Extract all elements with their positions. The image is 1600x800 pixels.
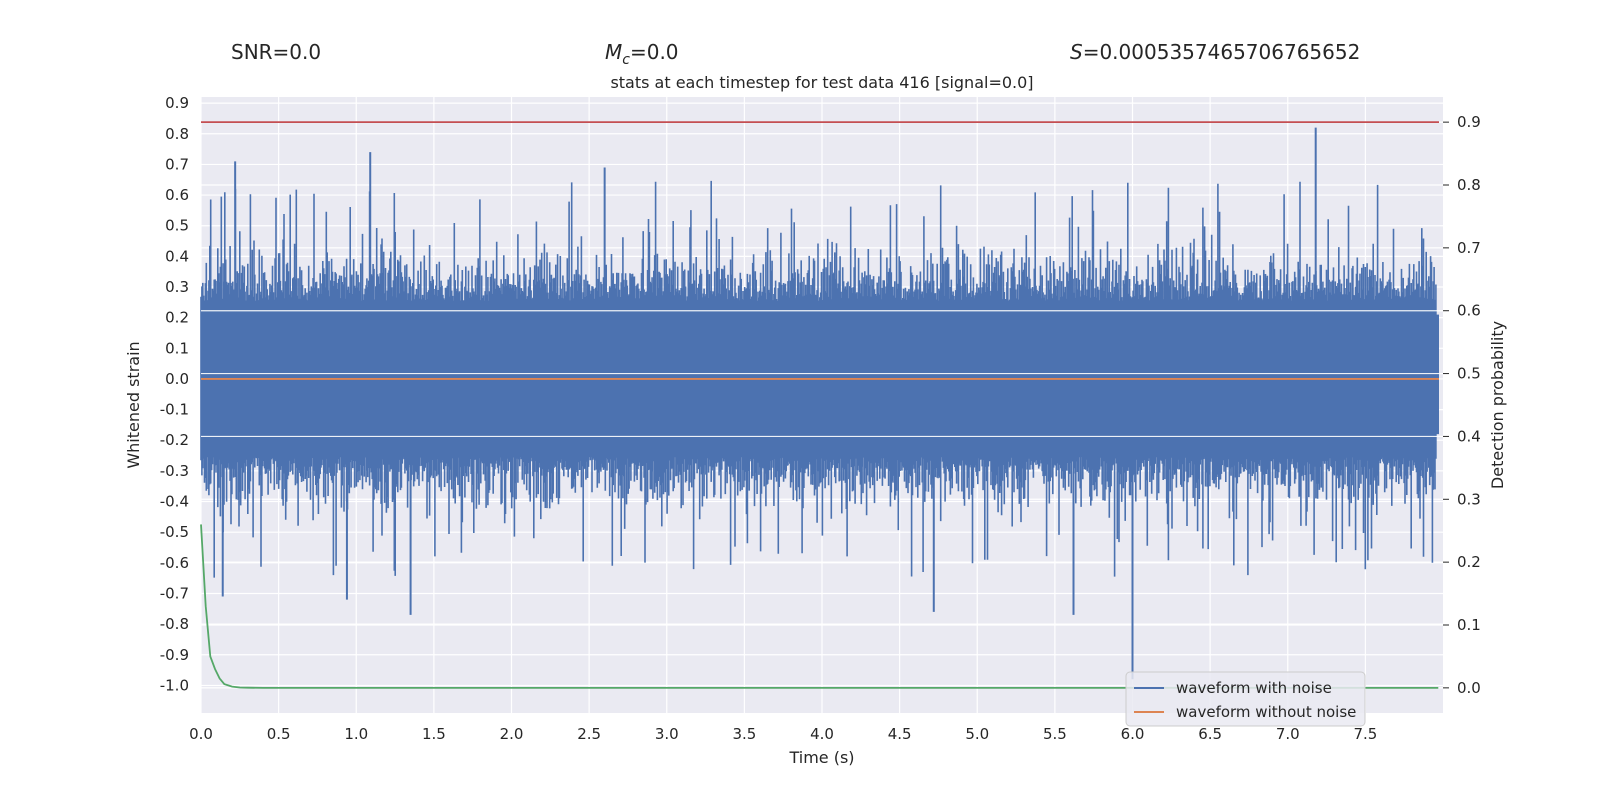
statistic-label: S=0.0005357465706765652	[1070, 40, 1360, 64]
y-tick-label: 0.0	[165, 370, 189, 388]
chirp-mass-value: =0.0	[629, 40, 679, 64]
y-tick-label: -0.6	[160, 554, 189, 572]
statistic-value: =0.0005357465706765652	[1082, 40, 1361, 64]
y-tick-label: 0.1	[165, 339, 189, 357]
right-y-tick-label: 0.1	[1457, 616, 1481, 634]
chirp-mass-subscript: c	[622, 52, 630, 68]
y-tick-label: -0.7	[160, 584, 189, 602]
x-tick-label: 2.0	[500, 725, 524, 743]
x-tick-label: 5.5	[1043, 725, 1067, 743]
y-tick-label: -0.2	[160, 431, 189, 449]
x-tick-label: 0.0	[189, 725, 213, 743]
x-tick-label: 7.5	[1353, 725, 1377, 743]
legend-box	[1125, 671, 1366, 727]
x-tick-label: 2.5	[577, 725, 601, 743]
y-tick-label: -0.5	[160, 523, 189, 541]
right-y-tick-label: 0.5	[1457, 365, 1481, 383]
noisy-waveform-core	[201, 314, 1439, 435]
y-axis-label: Whitened strain	[124, 341, 143, 468]
legend-entry-clean: waveform without noise	[1176, 703, 1356, 721]
x-axis-label: Time (s)	[788, 748, 854, 767]
x-tick-label: 7.0	[1276, 725, 1300, 743]
right-y-tick-label: 0.4	[1457, 427, 1481, 445]
y-tick-label: -0.4	[160, 493, 189, 511]
right-y-tick-label: 0.8	[1457, 176, 1481, 194]
x-tick-label: 1.5	[422, 725, 446, 743]
y-tick-label: -0.9	[160, 646, 189, 664]
statistic-symbol: S	[1070, 40, 1083, 64]
y-tick-label: 0.9	[165, 94, 189, 112]
chirp-mass-label: Mc=0.0	[605, 40, 679, 68]
x-tick-label: 0.5	[267, 725, 291, 743]
legend: waveform with noise waveform without noi…	[1125, 671, 1366, 727]
y-tick-label: 0.2	[165, 309, 189, 327]
x-tick-label: 4.0	[810, 725, 834, 743]
y-tick-label: 0.4	[165, 247, 189, 265]
detection-probability-line	[200, 524, 1439, 689]
right-y-tick-label: 0.3	[1457, 490, 1481, 508]
right-y-tick-label: 0.7	[1457, 239, 1481, 257]
right-y-tick-label: 0.6	[1457, 302, 1481, 320]
y-tick-label: -0.1	[160, 401, 189, 419]
axis-ticks: 0.0 0.5 1.0 1.5 2.0 2.5 3.0 3.5 4.0 4.5 5.0 5.5 6.0 6…	[160, 94, 1481, 743]
y-tick-label: -1.0	[160, 676, 189, 694]
right-y-tick-label: 0.9	[1457, 113, 1481, 131]
y-tick-label: 0.5	[165, 217, 189, 235]
x-tick-label: 6.0	[1121, 725, 1145, 743]
x-tick-label: 3.0	[655, 725, 679, 743]
x-tick-label: 1.0	[344, 725, 368, 743]
chart-title: stats at each timestep for test data 416…	[610, 73, 1033, 92]
y-tick-label: 0.3	[165, 278, 189, 296]
y-tick-label: 0.7	[165, 155, 189, 173]
x-tick-label: 3.5	[732, 725, 756, 743]
right-y-axis-label: Detection probability	[1488, 321, 1507, 489]
x-tick-label: 4.5	[888, 725, 912, 743]
noisy-waveform-series	[200, 127, 1439, 680]
x-tick-label: 5.0	[965, 725, 989, 743]
x-tick-label: 6.5	[1198, 725, 1222, 743]
y-tick-label: 0.8	[165, 125, 189, 143]
chirp-mass-symbol: M	[605, 40, 623, 64]
legend-entry-noisy: waveform with noise	[1176, 679, 1332, 697]
right-y-tick-label: 0.2	[1457, 553, 1481, 571]
y-tick-label: -0.3	[160, 462, 189, 480]
snr-label: SNR=0.0	[231, 40, 322, 64]
y-tick-label: -0.8	[160, 615, 189, 633]
y-tick-label: 0.6	[165, 186, 189, 204]
right-y-tick-label: 0.0	[1457, 679, 1481, 697]
overlay-lines	[200, 121, 1443, 689]
